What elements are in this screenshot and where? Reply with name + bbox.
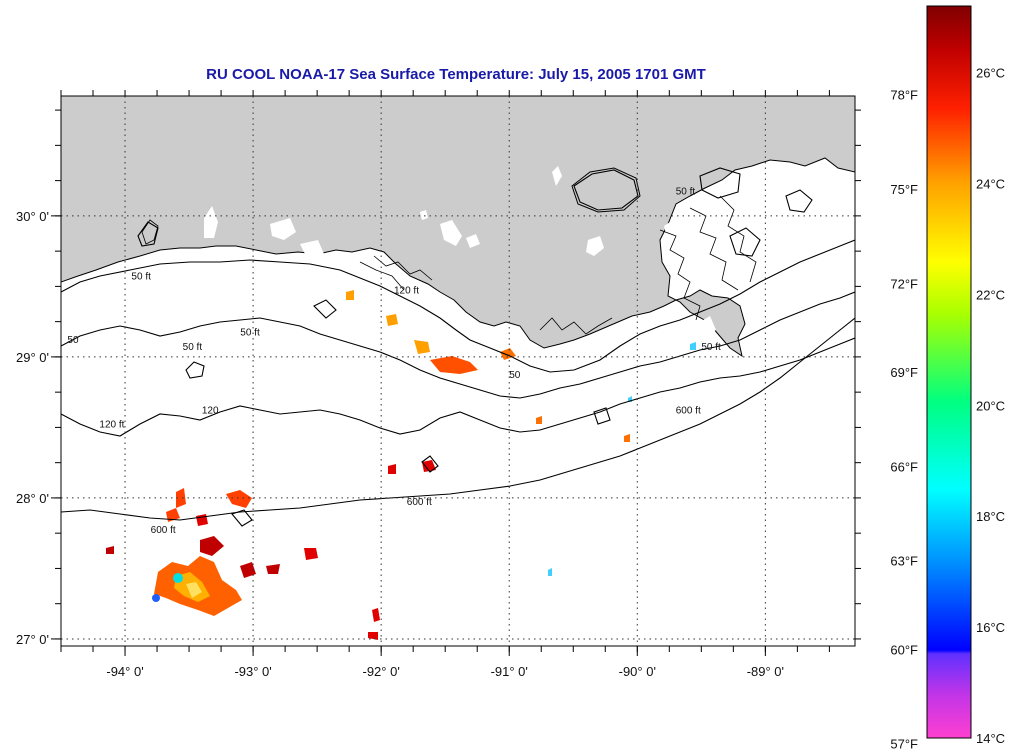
colorbar-f-label: 69°F [890, 365, 918, 380]
contour-label: 50 ft [131, 271, 151, 282]
lon-tick-label: -93° 0' [234, 664, 271, 679]
colorbar-c-label: 20°C [976, 398, 1005, 413]
contour-labels: 50 ft 50 ft 50 ft 50 120 ft 120 120 ft 600 ft 60… [67, 187, 721, 536]
contour-label: 50 [67, 335, 79, 346]
lon-tick-label: -92° 0' [363, 664, 400, 679]
colorbar: 78°F 75°F 72°F 69°F 66°F 63°F 60°F 57°F 26°C 24°… [890, 5, 1005, 752]
colorbar-c-label: 22°C [976, 287, 1005, 302]
axis-ticks [51, 90, 861, 656]
colorbar-gradient [926, 5, 972, 739]
colorbar-f-label: 78°F [890, 88, 918, 103]
lon-tick-labels: -94° 0' -93° 0' -92° 0' -91° 0' -90° 0' -89° … [106, 664, 784, 679]
colorbar-f-label: 63°F [890, 554, 918, 569]
colorbar-c-label: 26°C [976, 66, 1005, 81]
colorbar-fahrenheit-labels: 78°F 75°F 72°F 69°F 66°F 63°F 60°F 57°F [890, 88, 918, 752]
colorbar-c-label: 14°C [976, 731, 1005, 746]
lon-tick-label: -94° 0' [106, 664, 143, 679]
colorbar-f-label: 72°F [890, 276, 918, 291]
colorbar-c-label: 18°C [976, 509, 1005, 524]
contour-label: 50 ft [676, 187, 696, 198]
lon-tick-label: -90° 0' [619, 664, 656, 679]
lat-tick-label: 28° 0' [16, 491, 49, 506]
sst-patches [106, 290, 696, 640]
bathymetry-contours [61, 167, 855, 527]
colorbar-f-label: 57°F [890, 737, 918, 752]
colorbar-celsius-labels: 26°C 24°C 22°C 20°C 18°C 16°C 14°C [976, 66, 1005, 746]
contour-label: 50 ft [701, 342, 721, 353]
contour-label: 600 ft [676, 405, 701, 416]
land-coastline [61, 96, 855, 358]
colorbar-f-label: 75°F [890, 182, 918, 197]
lat-tick-labels: 30° 0' 29° 0' 28° 0' 27° 0' [16, 209, 49, 647]
contour-label: 50 ft [183, 342, 203, 353]
grid-lines [61, 96, 855, 646]
lat-tick-label: 29° 0' [16, 350, 49, 365]
colorbar-f-label: 66°F [890, 459, 918, 474]
contour-label: 50 ft [240, 328, 260, 339]
marsh-detail [141, 195, 757, 335]
lon-tick-label: -89° 0' [747, 664, 784, 679]
lat-tick-label: 30° 0' [16, 209, 49, 224]
map-panel: 50 ft 50 ft 50 ft 50 120 ft 120 120 ft 600 ft 60… [61, 96, 855, 646]
map-title: RU COOL NOAA-17 Sea Surface Temperature:… [206, 66, 706, 83]
lat-tick-label: 27° 0' [16, 632, 49, 647]
contour-label: 120 [202, 405, 219, 416]
contour-label: 120 ft [394, 285, 419, 296]
map-frame [60, 95, 856, 647]
contour-label: 600 ft [407, 497, 432, 508]
contour-label: 600 ft [151, 525, 176, 536]
contour-label: 120 ft [99, 419, 124, 430]
lon-tick-label: -91° 0' [491, 664, 528, 679]
contour-label: 50 [509, 370, 521, 381]
colorbar-c-label: 16°C [976, 620, 1005, 635]
colorbar-f-label: 60°F [890, 642, 918, 657]
colorbar-c-label: 24°C [976, 176, 1005, 191]
